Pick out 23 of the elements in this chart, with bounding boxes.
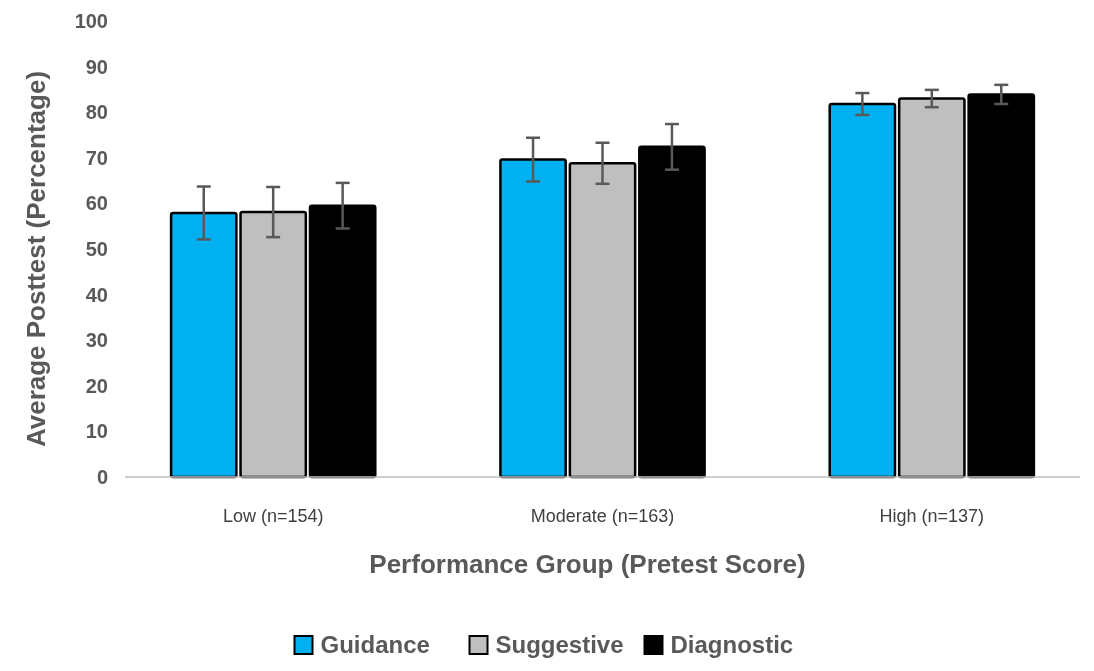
y-tick-label: 60 xyxy=(85,192,108,215)
legend-label: Diagnostic xyxy=(670,631,794,659)
x-axis-title: Performance Group (Pretest Score) xyxy=(369,549,806,579)
x-tick-label: High (n=137) xyxy=(879,506,985,526)
y-axis-title: Average Posttest (Percentage) xyxy=(21,70,51,448)
y-tick-label: 90 xyxy=(85,55,108,78)
y-tick-label: 30 xyxy=(85,329,108,352)
x-tick-label: Low (n=154) xyxy=(222,506,324,526)
y-tick-label: 70 xyxy=(85,146,108,169)
y-tick-label: 80 xyxy=(85,101,108,124)
legend-label: Guidance xyxy=(320,631,430,659)
bar xyxy=(308,204,377,479)
y-tick-label: 0 xyxy=(96,466,108,488)
y-tick-label: 40 xyxy=(85,283,108,306)
y-tick-label: 10 xyxy=(85,420,108,443)
y-tick-label: 100 xyxy=(74,10,108,32)
y-tick-label: 20 xyxy=(85,374,108,397)
bar xyxy=(638,145,706,479)
bar xyxy=(499,158,567,479)
x-tick-label: Moderate (n=163) xyxy=(530,506,675,526)
legend-label: Suggestive xyxy=(495,631,624,659)
bar xyxy=(828,102,897,479)
y-tick-label: 50 xyxy=(85,238,108,260)
